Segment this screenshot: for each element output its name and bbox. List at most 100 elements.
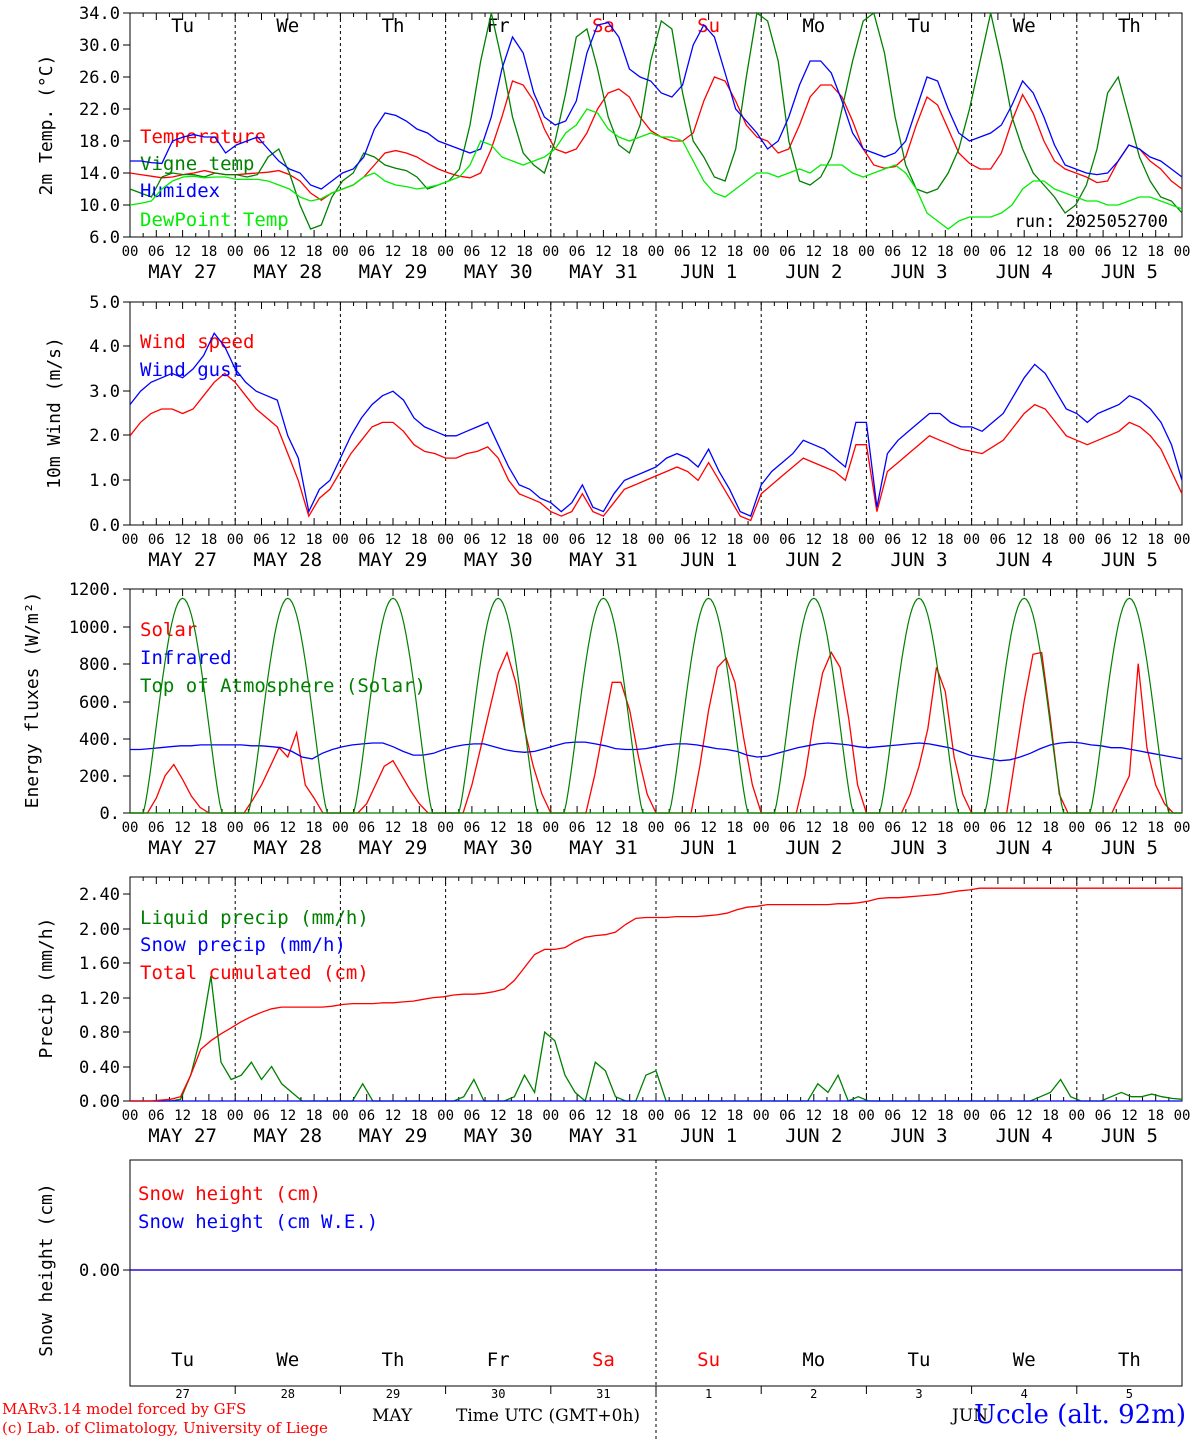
legend-label: Snow height (cm) [138, 1183, 321, 1205]
hour-tick-label: 00 [122, 1108, 139, 1124]
y-tick-label: 4.0 [89, 337, 120, 357]
hour-tick-label: 06 [674, 820, 691, 836]
hour-tick-label: 00 [753, 532, 770, 548]
hour-tick-label: 00 [227, 244, 244, 260]
y-tick-label: 0.00 [79, 1261, 120, 1281]
hour-tick-label: 12 [1121, 820, 1138, 836]
day-number-label: 5 [1126, 1387, 1133, 1401]
series-line-vigne-temp [129, 11, 1183, 230]
date-label: JUN 1 [680, 837, 737, 859]
date-label: JUN 2 [785, 837, 842, 859]
hour-tick-label: 12 [805, 820, 822, 836]
hour-tick-label: 00 [542, 820, 559, 836]
day-number-label: 30 [491, 1387, 505, 1401]
hour-tick-label: 00 [963, 1108, 980, 1124]
hour-tick-label: 06 [779, 244, 796, 260]
y-tick-label: 1.0 [89, 471, 120, 491]
series-line-temperature [129, 76, 1183, 201]
model-credit: MARv3.14 model forced by GFS [2, 1400, 247, 1418]
legend-label: Vigne temp [140, 153, 254, 175]
day-name-label: Th [382, 1349, 405, 1371]
date-label: MAY 29 [359, 1125, 428, 1147]
y-tick-label: 800. [79, 655, 120, 675]
hour-tick-label: 00 [1174, 532, 1191, 548]
y-tick-label: 1.60 [79, 954, 120, 974]
hour-tick-label: 00 [753, 820, 770, 836]
date-label: JUN 4 [996, 261, 1053, 283]
hour-tick-label: 06 [358, 1108, 375, 1124]
date-label: MAY 27 [148, 261, 217, 283]
date-label: JUN 3 [890, 1125, 947, 1147]
hour-tick-label: 18 [411, 1108, 428, 1124]
series-line-infrared [130, 741, 1183, 762]
y-tick-label: 5.0 [89, 293, 120, 313]
y-tick-label: 22.0 [79, 100, 120, 120]
hour-tick-label: 06 [1095, 820, 1112, 836]
hour-tick-label: 00 [227, 820, 244, 836]
hour-tick-label: 06 [148, 1108, 165, 1124]
day-number-label: 2 [810, 1387, 817, 1401]
hour-tick-label: 00 [122, 820, 139, 836]
hour-tick-label: 06 [884, 820, 901, 836]
y-tick-label: 2.00 [79, 920, 120, 940]
date-label: MAY 30 [464, 549, 533, 571]
hour-tick-label: 18 [832, 532, 849, 548]
hour-tick-label: 18 [726, 244, 743, 260]
date-label: MAY 27 [148, 1125, 217, 1147]
hour-tick-label: 06 [674, 532, 691, 548]
hour-tick-label: 12 [700, 244, 717, 260]
day-name-label: Tu [171, 15, 194, 37]
hour-tick-label: 06 [569, 244, 586, 260]
hour-tick-label: 00 [858, 532, 875, 548]
y-tick-label: 26.0 [79, 68, 120, 88]
date-label: JUN 2 [785, 261, 842, 283]
hour-tick-label: 06 [463, 244, 480, 260]
hour-tick-label: 12 [279, 1108, 296, 1124]
day-name-label: Th [1118, 1349, 1141, 1371]
hour-tick-label: 00 [1068, 244, 1085, 260]
day-name-label: Mo [802, 1349, 825, 1371]
series-line-dewpoint-temp [129, 108, 1183, 230]
hour-tick-label: 00 [753, 1108, 770, 1124]
legend-label: Wind speed [140, 331, 254, 353]
y-tick-label: 200. [79, 767, 120, 787]
hour-tick-label: 00 [332, 820, 349, 836]
hour-tick-label: 00 [542, 532, 559, 548]
y-axis-label: Precip (mm/h) [36, 918, 57, 1059]
hour-tick-label: 12 [279, 820, 296, 836]
hour-tick-label: 06 [569, 532, 586, 548]
day-name-label: Su [697, 1349, 720, 1371]
y-tick-label: 1.20 [79, 989, 120, 1009]
legend-label: Humidex [140, 180, 220, 202]
hour-tick-label: 00 [753, 244, 770, 260]
y-axis-label: Energy fluxes (W/m²) [22, 592, 43, 809]
hour-tick-label: 06 [674, 244, 691, 260]
date-label: JUN 4 [996, 549, 1053, 571]
hour-tick-label: 12 [1121, 244, 1138, 260]
date-label: MAY 28 [253, 261, 322, 283]
hour-tick-label: 12 [911, 820, 928, 836]
hour-tick-label: 00 [227, 1108, 244, 1124]
date-label: JUN 3 [890, 837, 947, 859]
day-number-label: 3 [915, 1387, 922, 1401]
hour-tick-label: 06 [989, 1108, 1006, 1124]
hour-tick-label: 06 [1095, 1108, 1112, 1124]
hour-tick-label: 00 [1068, 532, 1085, 548]
hour-tick-label: 12 [174, 1108, 191, 1124]
hour-tick-label: 06 [989, 244, 1006, 260]
month-label-may: MAY [372, 1406, 413, 1426]
hour-tick-label: 12 [595, 532, 612, 548]
y-tick-label: 0. [100, 804, 120, 824]
toa-solar-curve [130, 597, 1182, 814]
day-number-label: 1 [705, 1387, 712, 1401]
hour-tick-label: 06 [779, 820, 796, 836]
y-tick-label: 14.0 [79, 164, 120, 184]
hour-tick-label: 18 [516, 244, 533, 260]
hour-tick-label: 18 [621, 820, 638, 836]
hour-tick-label: 12 [385, 244, 402, 260]
hour-tick-label: 06 [358, 244, 375, 260]
series-line-wind-speed [129, 372, 1183, 522]
date-label: MAY 31 [569, 261, 638, 283]
y-tick-label: 30.0 [79, 36, 120, 56]
date-label: MAY 31 [569, 837, 638, 859]
